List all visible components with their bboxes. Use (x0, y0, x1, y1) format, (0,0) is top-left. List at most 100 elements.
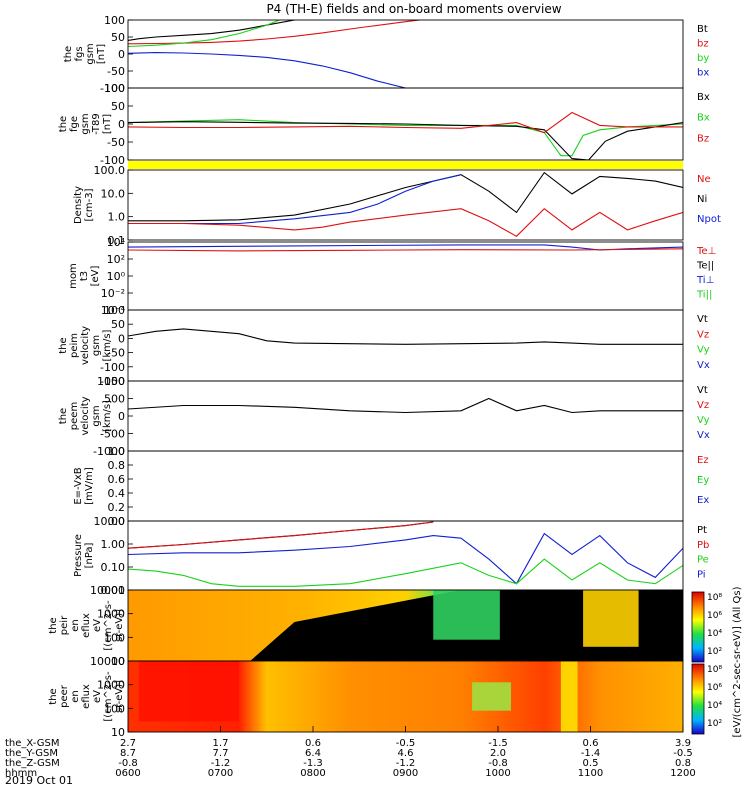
y-tick-label: 1000 (97, 375, 125, 388)
legend-Pe: Pe (697, 555, 709, 566)
ephemeris-label: hhmm (5, 768, 37, 779)
y-axis-label: eV (92, 690, 103, 703)
ephemeris-value: -1.3 (303, 758, 323, 769)
y-tick-label: 0.4 (108, 487, 126, 500)
legend-Bt: Bt (697, 24, 708, 35)
y-tick-label: 0.1 (108, 234, 126, 247)
y-tick-label: 0 (118, 48, 125, 61)
y-axis-label: the (58, 337, 69, 353)
y-tick-label: 0.6 (108, 473, 126, 486)
series-Pt (128, 521, 434, 549)
series-Te⊥ (128, 248, 683, 252)
legend-Pb: Pb (697, 540, 709, 551)
y-axis-label: [mV/m] (84, 467, 95, 505)
series-Vt (128, 328, 683, 345)
legend-Vz: Vz (697, 329, 709, 340)
panel-7: 1.00.80.60.40.20.0 E=-VxB [mV/m] Ez Ey Ex (73, 445, 709, 528)
legend-Vt: Vt (697, 314, 708, 325)
y-tick-label: 10⁻⁴ (101, 304, 126, 317)
ephemeris-value: -1.2 (211, 758, 231, 769)
y-tick-label: -150 (100, 375, 125, 388)
y-tick-label: 100 (104, 702, 125, 715)
spectrogram-feature (560, 661, 578, 732)
y-tick-label: 100 (104, 631, 125, 644)
y-axis-label: Density (73, 186, 84, 224)
y-tick-label: -50 (107, 347, 125, 360)
y-tick-label: 100 (104, 82, 125, 95)
y-tick-label: 100.0 (94, 164, 126, 177)
y-axis-label: -T89 (91, 113, 102, 135)
y-tick-label: 0 (118, 410, 125, 423)
y-axis-label: sr-eV)] (114, 680, 125, 713)
y-axis-label: peir (59, 615, 70, 635)
series-Pb (128, 521, 434, 549)
y-axis-label: eV (92, 619, 103, 632)
legend-Bz: Bz (697, 133, 709, 144)
y-tick-label: 1.0 (108, 445, 126, 458)
panel-4: 10⁴ 10² 10⁰ 10⁻² 10⁻⁴ mom t3 [eV] Te⊥ Te|| Ti⊥ Ti|| (68, 236, 716, 317)
mode-flag-bar (128, 161, 683, 169)
colorbar-tick: 10⁴ (707, 701, 722, 711)
y-tick-label: -50 (107, 136, 125, 149)
ephemeris-value: 0700 (208, 768, 233, 779)
panel-6: 1000 500 0 -500 -1000 the peem velocity gsm [km/s… (58, 375, 710, 458)
series-Bt (128, 20, 298, 41)
ephemeris-value: 0.6 (583, 738, 599, 749)
spectrogram-feature (433, 590, 500, 640)
panel-2: 100 50 0 -50 -100 the fge gsm -T89 [nT] Bx Bx Bz (58, 82, 710, 167)
legend-bz: bz (697, 39, 709, 50)
ephemeris-value: 0600 (115, 768, 140, 779)
y-tick-label: 100 (104, 14, 125, 27)
plot-date: 2019 Oct 01 (5, 774, 73, 787)
y-tick-label: 50 (111, 100, 125, 113)
panel-frame (127, 169, 684, 241)
legend-Ne: Ne (697, 174, 711, 185)
figure-title: P4 (TH-E) fields and on-board moments ov… (266, 2, 561, 16)
panel-8: 10.00 1.00 0.10 0.01 Pressure [nPa] Pt Pb Pe Pi (73, 515, 709, 597)
y-axis-label: [eV] (90, 266, 101, 287)
series-Pe (128, 558, 683, 587)
panel-frame (127, 450, 684, 522)
y-tick-label: 1.0 (108, 211, 126, 224)
ephemeris-value: 1100 (578, 768, 603, 779)
ephemeris-value: 0.6 (305, 738, 321, 749)
y-axis-label: the (58, 408, 69, 424)
series-Pi (128, 532, 683, 585)
y-tick-label: -500 (100, 428, 125, 441)
y-tick-label: -1000 (93, 445, 125, 458)
ephemeris-value: 0.5 (583, 758, 599, 769)
y-tick-label: 0.8 (108, 459, 126, 472)
series-Npot (128, 174, 462, 225)
legend-Ey: Ey (697, 475, 709, 486)
series-Vt (128, 397, 683, 414)
y-tick-label: 10.0 (101, 187, 126, 200)
series-Ni (128, 171, 683, 222)
y-tick-label: 10000 (90, 584, 125, 597)
ephemeris-value: 1200 (670, 768, 695, 779)
y-axis-label: gsm (91, 335, 102, 356)
ephemeris-value: 3.9 (675, 738, 691, 749)
y-axis-label: en (70, 619, 81, 632)
y-axis-label: gsm (85, 43, 96, 64)
colorbar-tick: 10² (707, 647, 722, 657)
y-tick-label: 10 (111, 655, 125, 668)
y-tick-label: 10⁴ (107, 236, 126, 249)
ephemeris-value: 8.7 (120, 748, 136, 759)
y-axis-label: eflux (81, 613, 92, 638)
y-tick-label: 50 (111, 31, 125, 44)
colorbar-tick: 10⁶ (707, 611, 722, 621)
y-axis-label: velocity (80, 396, 91, 435)
y-axis-label: t3 (79, 271, 90, 281)
y-axis-label: [km/s] (102, 400, 113, 432)
legend-Te||: Te|| (696, 261, 714, 272)
y-tick-label: 100 (104, 304, 125, 317)
series-bz (128, 20, 424, 45)
y-axis-label: gsm (80, 113, 91, 134)
spectrogram-feature (472, 682, 511, 711)
ephemeris-value: -0.5 (673, 748, 693, 759)
ephemeris-value: 0.8 (675, 758, 691, 769)
series-Bx (128, 119, 683, 157)
colorbar-tick: 10⁸ (707, 665, 722, 675)
y-tick-label: 10 (111, 726, 125, 739)
